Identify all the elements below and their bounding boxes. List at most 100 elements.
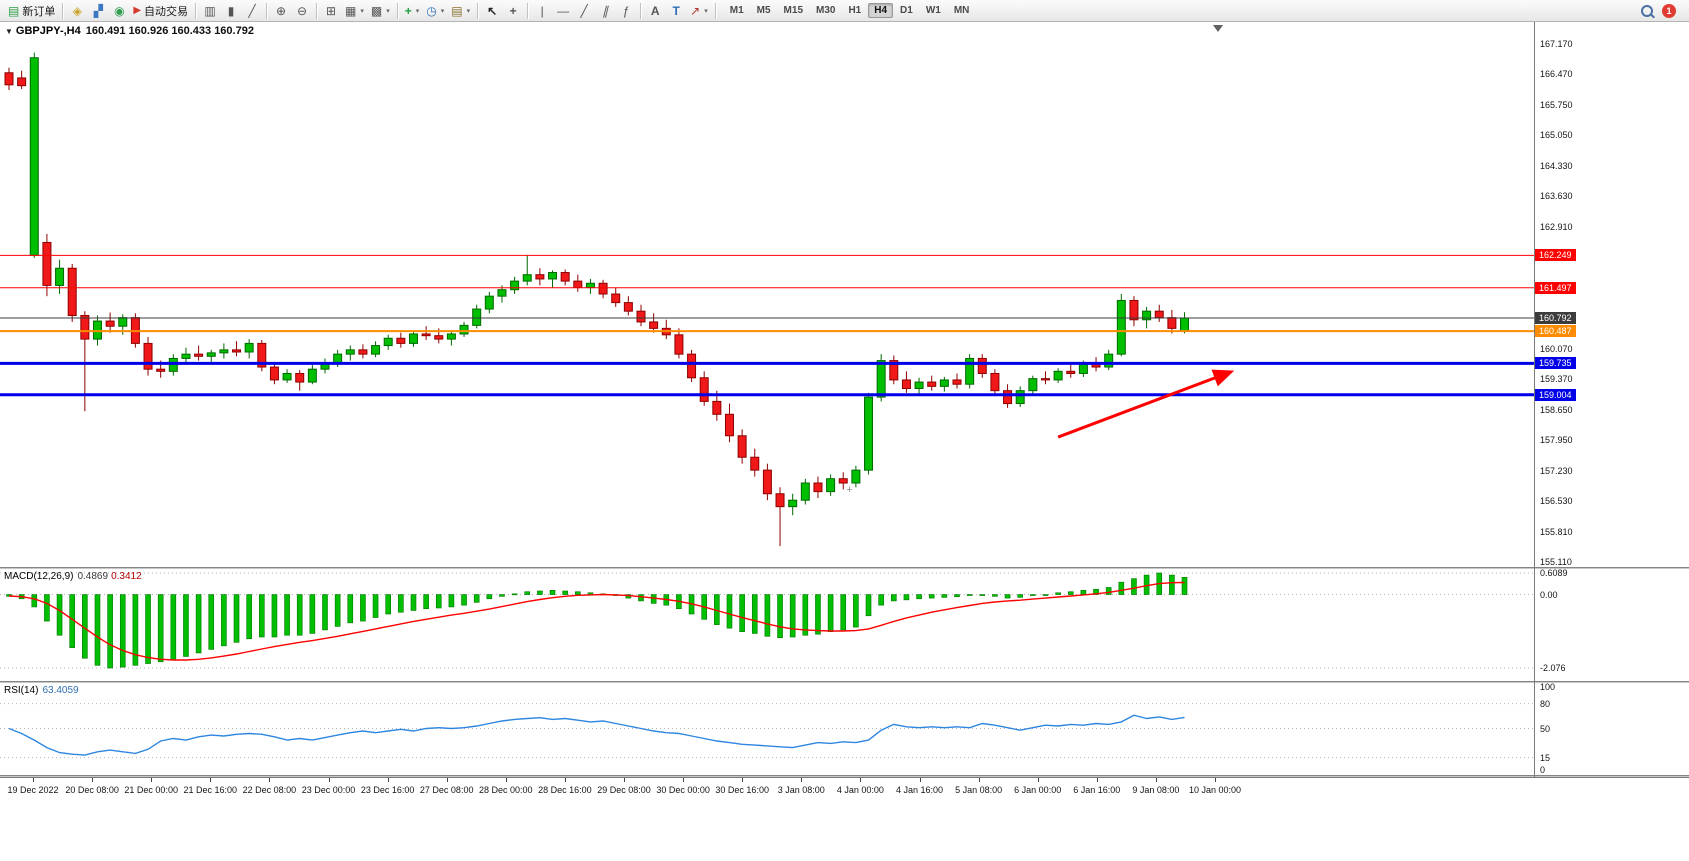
time-axis-label: 27 Dec 08:00 (419, 785, 474, 795)
time-axis-tick (801, 778, 803, 782)
candle (194, 345, 204, 361)
timeframe-button-m30[interactable]: M30 (810, 3, 841, 18)
macd-histogram-bar (751, 594, 758, 634)
timeframe-button-mn[interactable]: MN (948, 3, 976, 18)
candle (168, 354, 178, 376)
panel-separator[interactable] (0, 681, 1689, 683)
candlestick-chart-icon: ▮ (227, 3, 235, 18)
timeframe-button-m15[interactable]: M15 (778, 3, 809, 18)
candle (699, 371, 709, 406)
candle (408, 330, 418, 347)
candle (257, 339, 267, 372)
crosshair-button[interactable]: + (503, 2, 523, 20)
arrange-windows-button[interactable]: ▦ ▾ (342, 2, 367, 20)
rsi-line (8, 714, 1185, 756)
text-label-button[interactable]: T (666, 2, 686, 20)
macd-histogram-bar (916, 594, 922, 600)
candle (484, 291, 494, 314)
macd-histogram-bar (145, 594, 151, 664)
zoom-in-button[interactable]: ⊕ (271, 2, 291, 20)
time-axis-tick (624, 778, 625, 782)
autotrading-button[interactable]: ▶ 自动交易 (130, 2, 191, 20)
time-axis-label: 19 Dec 2022 (7, 785, 59, 795)
rsi-panel[interactable]: RSI(14) 63.4059 (0, 683, 1534, 775)
candle (282, 369, 292, 383)
vertical-line-button[interactable]: | (532, 2, 552, 20)
cursor-button[interactable]: ↖ (482, 2, 502, 20)
price-chart-panel[interactable]: + ▼ GBPJPY-,H4 160.491 160.926 160.433 160… (0, 22, 1534, 567)
macd-histogram-bar (246, 594, 252, 640)
candle (952, 373, 962, 389)
candle (585, 278, 595, 295)
macd-plot[interactable] (0, 569, 1534, 681)
candle (143, 336, 153, 376)
panel-separator[interactable] (0, 567, 1689, 569)
timeframe-button-m5[interactable]: M5 (751, 3, 777, 18)
time-axis-label: 22 Dec 08:00 (242, 785, 297, 795)
macd-histogram-bar (410, 594, 417, 611)
time-axis-label: 23 Dec 00:00 (301, 785, 356, 795)
candle (724, 403, 734, 443)
dropdown-caret-icon: ▾ (360, 7, 364, 15)
candle (788, 493, 798, 516)
panel-separator[interactable] (0, 775, 1689, 777)
search-button[interactable] (1637, 2, 1657, 20)
macd-histogram-bar (208, 594, 215, 650)
timeframe-button-w1[interactable]: W1 (920, 3, 947, 18)
notification-badge[interactable]: 1 (1662, 3, 1676, 18)
macd-histogram-bar (258, 594, 265, 638)
candle (219, 343, 229, 359)
zoom-out-button[interactable]: ⊖ (292, 2, 312, 20)
macd-histogram-bar (499, 594, 505, 597)
macd-histogram-bar (890, 594, 897, 602)
time-axis[interactable]: 19 Dec 2022 20 Dec 08:00 21 Dec 00:00 21 De… (0, 777, 1689, 804)
macd-histogram-bar (1080, 590, 1087, 595)
chart-collapse-icon[interactable]: ▼ (5, 27, 13, 36)
text-button[interactable]: A (645, 2, 665, 20)
candle (269, 362, 279, 385)
price-axis-tick: 160.070 (1540, 343, 1573, 354)
bar-chart-button[interactable]: ▥ (200, 2, 220, 20)
new-order-button[interactable]: ▤ 新订单 (5, 2, 58, 20)
macd-histogram-bar (435, 594, 442, 609)
price-axis-tick: 155.110 (1540, 557, 1572, 568)
candlestick-chart-button[interactable]: ▮ (221, 2, 241, 20)
macd-histogram-bar (1093, 588, 1099, 595)
charts-button[interactable]: ◈ (67, 2, 87, 20)
arrows-button[interactable]: ↗ ▾ (687, 2, 711, 20)
price-chart-plot[interactable]: + (0, 22, 1534, 567)
indicators-icon: + (404, 3, 412, 18)
candle (67, 263, 77, 322)
fibonacci-button[interactable]: ƒ (616, 2, 636, 20)
timeframe-button-h4[interactable]: H4 (868, 3, 894, 18)
bar-chart-icon: ▥ (204, 3, 216, 18)
refresh-button[interactable]: ◉ (109, 2, 129, 20)
dropdown-caret-icon: ▾ (704, 7, 708, 15)
tile-windows-button[interactable]: ⊞ (321, 2, 341, 20)
channel-button[interactable]: ∥ (595, 2, 615, 20)
time-axis-label: 28 Dec 16:00 (538, 785, 592, 795)
timeframe-button-d1[interactable]: D1 (894, 3, 919, 18)
templates-button[interactable]: ▤ ▾ (448, 2, 473, 20)
cascade-windows-button[interactable]: ▩ ▾ (368, 2, 393, 20)
timeframe-toolbar: M1 M5 M15 M30 H1 H4 D1 W1 MN (724, 3, 976, 18)
horizontal-line-button[interactable]: — (553, 2, 573, 20)
candle (901, 371, 911, 393)
macd-histogram-bar (44, 594, 50, 622)
trendline-button[interactable]: ╱ (574, 2, 594, 20)
line-chart-button[interactable]: ╱ (242, 2, 262, 20)
timeframe-button-m1[interactable]: M1 (724, 3, 750, 18)
macd-histogram-bar (638, 594, 644, 602)
candle (1066, 364, 1076, 378)
trend-arrow[interactable] (1057, 369, 1235, 439)
timeframe-button-h1[interactable]: H1 (842, 3, 867, 18)
periods-button[interactable]: ◷ ▾ (423, 2, 447, 20)
chart-area[interactable]: + ▼ GBPJPY-,H4 160.491 160.926 160.433 160… (0, 22, 1689, 861)
rsi-plot[interactable] (0, 683, 1534, 775)
macd-panel[interactable]: MACD(12,26,9) 0.4869 0.3412 (0, 569, 1534, 681)
main-toolbar: ▤ 新订单 ◈ ▞ ◉ ▶ 自动交易 ▥ ▮ ╱ ⊕ ⊖ ⊞ ▦ ▾ ▩ ▾ +… (0, 0, 1689, 22)
profile-button[interactable]: ▞ (88, 2, 108, 20)
macd-histogram-bar (1030, 594, 1036, 596)
indicators-button[interactable]: + ▾ (402, 2, 423, 20)
macd-histogram-bar (1131, 578, 1137, 595)
